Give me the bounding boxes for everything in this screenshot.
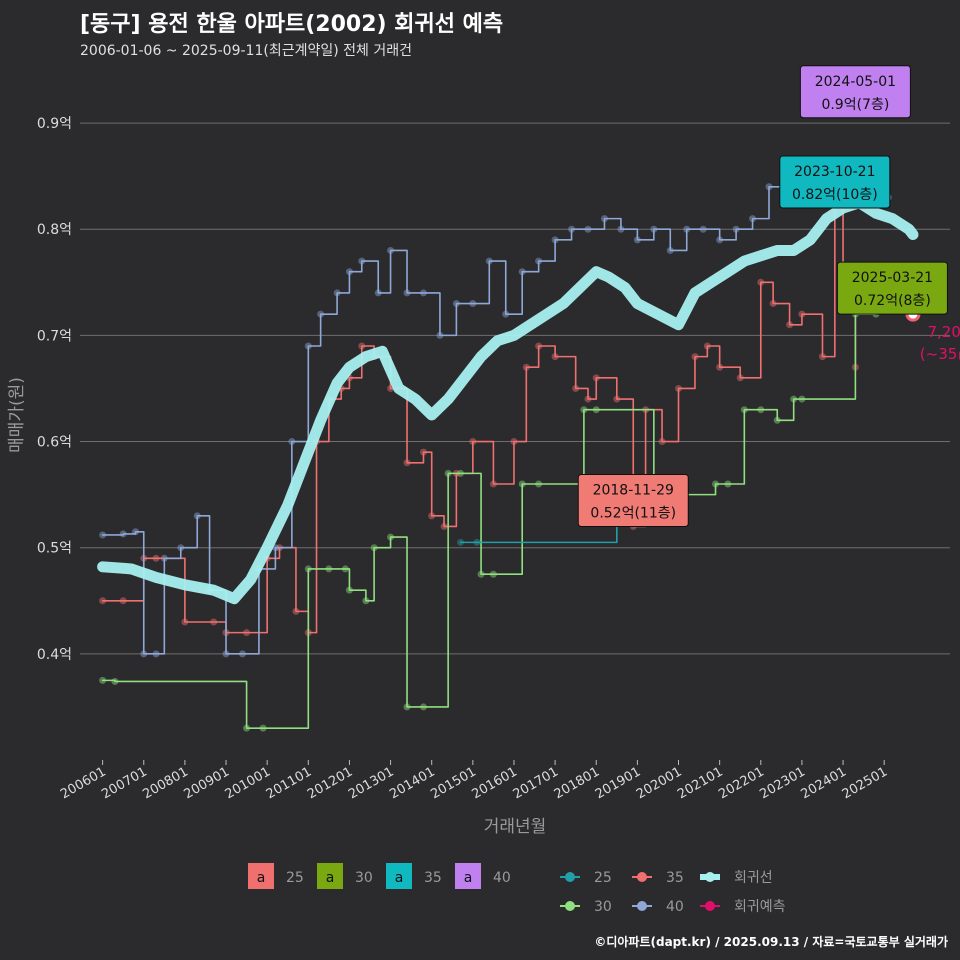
legend: a 25 a 30 a 35 a 40 25 35 회귀선 30 40 회귀예측 [248,863,786,915]
annotation-box: 2018-11-29 0.52억(11층) [577,473,689,527]
annotation-bg [799,65,911,119]
y-tick-label: 0.8억 [37,222,72,238]
y-tick-label: 0.5억 [37,541,72,557]
y-tick-label: 0.9억 [37,116,72,132]
legend-swatch-40 [455,863,481,889]
legend-dot-key [637,872,647,882]
prediction-sublabel: (~35㎡) [920,345,960,363]
annotation-date: 2025-03-21 [852,270,933,286]
legend-label-40: 40 [493,870,511,886]
legend-line-label: 35 [666,870,684,886]
series-lines [97,164,919,729]
grid [80,122,950,655]
legend-glyph: a [257,870,266,886]
chart-title: [동구] 용전 한울 아파트(2002) 회귀선 예측 [80,12,504,37]
annotations: 7,200 (~35㎡) 2024-05-01 0.9억(7층) 2023-10-21 0… [577,65,960,527]
legend-label-30: 30 [355,870,373,886]
annotation-value: 0.9억(7층) [821,97,889,113]
legend-line-label: 40 [666,899,684,915]
legend-dot-key [705,901,715,911]
legend-glyph: a [464,870,473,886]
x-tick-label: 202501 [840,764,890,802]
legend-dot-key [565,872,575,882]
legend-swatch-25 [248,863,274,889]
x-tick-label: 202201 [716,764,766,802]
x-axis: 2006012007012008012009012010012011012012… [58,760,890,837]
x-tick-label: 200801 [140,764,190,802]
chart-subtitle: 2006-01-06 ~ 2025-09-11(최근계약일) 전체 거래건 [80,43,412,59]
x-tick-label: 201501 [428,764,478,802]
x-tick-label: 201301 [346,764,396,802]
legend-swatch-30 [317,863,343,889]
credit-text: ©디아파트(dapt.kr) / 2025.09.13 / 자료=국토교통부 실… [594,935,948,949]
x-tick-label: 202401 [799,764,849,802]
y-axis-title: 매매가(원) [7,377,27,453]
x-tick-label: 202001 [634,764,684,802]
legend-glyph: a [326,870,335,886]
x-tick-label: 202101 [675,764,725,802]
legend-line-label: 30 [594,899,612,915]
annotation-date: 2024-05-01 [815,74,896,90]
x-tick-label: 201401 [387,764,437,802]
annotation-bg [779,155,891,209]
x-tick-label: 201001 [223,764,273,802]
annotation-value: 0.82억(10층) [792,187,878,203]
x-tick-label: 200701 [99,764,149,802]
legend-line-label: 회귀선 [734,870,773,886]
legend-dot-key [637,901,647,911]
annotation-box: 2024-05-01 0.9억(7층) [799,65,911,119]
annotation-value: 0.52억(11층) [590,505,676,521]
legend-glyph: a [395,870,404,886]
series-line-30 [101,313,877,729]
legend-line-label: 회귀예측 [734,899,786,915]
regression-line [97,197,919,605]
x-tick-label: 201801 [552,764,602,802]
legend-line-label: 25 [594,870,612,886]
x-tick-label: 200601 [58,764,108,802]
x-tick-label: 201901 [593,764,643,802]
legend-label-35: 35 [424,870,442,886]
annotation-date: 2023-10-21 [794,164,875,180]
annotation-value: 0.72억(8층) [854,293,931,309]
legend-dot-key [705,872,715,882]
y-tick-label: 0.7억 [37,328,72,344]
y-tick-label: 0.6억 [37,435,72,451]
annotation-bg [836,261,948,315]
annotation-box: 2025-03-21 0.72억(8층) [836,261,948,315]
prediction-label: 7,200 [928,323,960,341]
x-axis-title: 거래년월 [484,817,547,837]
x-tick-label: 201201 [305,764,355,802]
annotation-date: 2018-11-29 [593,482,674,498]
legend-dot-key [565,901,575,911]
x-tick-label: 202301 [757,764,807,802]
y-tick-label: 0.4억 [37,647,72,663]
x-tick-label: 201601 [469,764,519,802]
legend-label-25: 25 [286,870,304,886]
legend-swatch-35 [386,863,412,889]
annotation-box: 2023-10-21 0.82억(10층) [779,155,891,209]
x-tick-label: 201701 [511,764,561,802]
x-tick-label: 200901 [182,764,232,802]
x-tick-label: 201101 [264,764,314,802]
annotation-bg [577,473,689,527]
series-line-25 [101,207,857,634]
